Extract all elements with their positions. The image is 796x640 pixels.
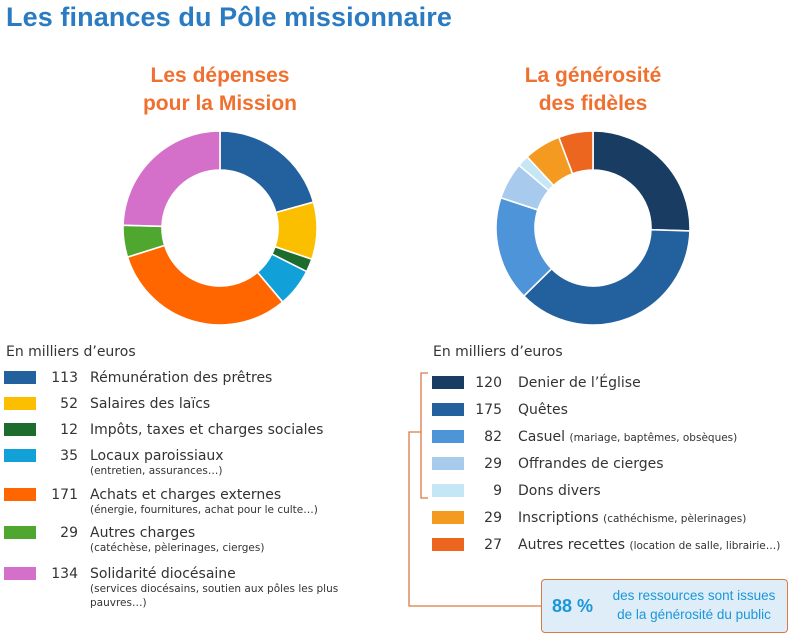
legend-label-group: Locaux paroissiaux (entretien, assurances… bbox=[90, 448, 224, 478]
legend-sublabel: (cathéchisme, pèlerinages) bbox=[603, 513, 747, 525]
callout-line-1: des ressources sont issues bbox=[612, 588, 776, 603]
legend-label: Rémunération des prêtres bbox=[90, 370, 273, 386]
legend-sublabel: (entretien, assurances…) bbox=[90, 465, 223, 477]
bracket-line bbox=[420, 372, 428, 499]
legend-swatch bbox=[432, 403, 464, 416]
expenses-chart-title: Les dépenses pour la Mission bbox=[120, 62, 320, 118]
legend-label: Quêtes bbox=[518, 402, 568, 418]
legend-value: 113 bbox=[51, 370, 78, 386]
legend-label-group: Salaires des laïcs bbox=[90, 396, 210, 412]
legend-value: 9 bbox=[493, 483, 502, 499]
legend-label: Denier de l’Église bbox=[518, 375, 641, 391]
legend-label: Offrandes de cierges bbox=[518, 456, 664, 472]
legend-value: 12 bbox=[60, 422, 78, 438]
generosity-unit-label: En milliers d’euros bbox=[433, 344, 563, 360]
legend-sublabel: (services diocésains, soutien aux pôles … bbox=[90, 583, 339, 609]
legend-value: 29 bbox=[60, 525, 78, 541]
donut-slice-quetes bbox=[522, 228, 691, 326]
legend-swatch bbox=[432, 484, 464, 497]
legend-sublabel: (catéchèse, pèlerinages, cierges) bbox=[90, 542, 265, 554]
generosity-callout: 88 % des ressources sont issues de la gé… bbox=[541, 579, 788, 633]
legend-swatch bbox=[4, 371, 36, 384]
legend-swatch bbox=[4, 488, 36, 501]
legend-value: 29 bbox=[484, 510, 502, 526]
generosity-title-line-2: des fidèles bbox=[538, 92, 648, 115]
donut-slice-achats-et-charges-externes bbox=[126, 244, 284, 326]
legend-value: 175 bbox=[475, 402, 502, 418]
donut-slice-denier-de-l-eglise bbox=[592, 130, 691, 232]
legend-sublabel: (énergie, fournitures, achat pour le cul… bbox=[90, 504, 318, 516]
donut-slice-remuneration-des-pretres bbox=[219, 130, 315, 214]
legend-label: Achats et charges externes bbox=[90, 487, 282, 503]
legend-label-group: Impôts, taxes et charges sociales bbox=[90, 422, 323, 438]
legend-label-group: Offrandes de cierges bbox=[518, 456, 664, 472]
legend-swatch bbox=[4, 567, 36, 580]
legend-value: 27 bbox=[484, 537, 502, 553]
legend-swatch bbox=[4, 423, 36, 436]
expenses-unit-label: En milliers d’euros bbox=[6, 344, 136, 360]
legend-label-group: Rémunération des prêtres bbox=[90, 370, 272, 386]
legend-label: Impôts, taxes et charges sociales bbox=[90, 422, 324, 438]
expenses-donut-chart bbox=[122, 130, 318, 326]
legend-swatch bbox=[432, 511, 464, 524]
legend-value: 120 bbox=[475, 375, 502, 391]
legend-sublabel: (mariage, baptêmes, obsèques) bbox=[569, 432, 738, 444]
legend-label: Autres recettes bbox=[518, 537, 626, 553]
legend-value: 35 bbox=[60, 448, 78, 464]
legend-label: Salaires des laïcs bbox=[90, 396, 211, 412]
generosity-chart-title: La générosité des fidèles bbox=[493, 62, 693, 118]
legend-label: Casuel bbox=[518, 429, 566, 445]
legend-swatch bbox=[432, 430, 464, 443]
legend-label-group: Inscriptions (cathéchisme, pèlerinages) bbox=[518, 510, 746, 526]
legend-swatch bbox=[432, 538, 464, 551]
legend-label: Solidarité diocésaine bbox=[90, 566, 236, 582]
legend-label: Locaux paroissiaux bbox=[90, 448, 224, 464]
legend-label: Inscriptions bbox=[518, 510, 599, 526]
callout-line-2: de la générosité du public bbox=[617, 607, 771, 622]
legend-value: 134 bbox=[51, 566, 78, 582]
legend-label: Dons divers bbox=[518, 483, 601, 499]
legend-value: 29 bbox=[484, 456, 502, 472]
callout-text: des ressources sont issues de la généros… bbox=[604, 586, 784, 624]
legend-sublabel: (location de salle, librairie…) bbox=[629, 540, 781, 552]
legend-label: Autres charges bbox=[90, 525, 196, 541]
legend-value: 52 bbox=[60, 396, 78, 412]
page-title: Les finances du Pôle missionnaire bbox=[6, 2, 452, 32]
legend-label-group: Achats et charges externes (énergie, four… bbox=[90, 487, 318, 517]
callout-percent: 88 % bbox=[552, 596, 594, 616]
legend-swatch bbox=[432, 376, 464, 389]
legend-swatch bbox=[4, 397, 36, 410]
legend-label-group: Quêtes bbox=[518, 402, 568, 418]
legend-swatch bbox=[432, 457, 464, 470]
legend-value: 82 bbox=[484, 429, 502, 445]
legend-value: 171 bbox=[51, 487, 78, 503]
expenses-title-line-2: pour la Mission bbox=[142, 92, 297, 115]
legend-label-group: Denier de l’Église bbox=[518, 375, 641, 391]
generosity-donut-chart bbox=[495, 130, 691, 326]
legend-label-group: Dons divers bbox=[518, 483, 601, 499]
legend-label-group: Autres charges (catéchèse, pèlerinages, c… bbox=[90, 525, 264, 555]
donut-slice-autres-recettes bbox=[557, 130, 594, 175]
donut-slice-solidarite-diocesaine bbox=[122, 130, 221, 228]
generosity-title-line-1: La générosité bbox=[524, 64, 662, 87]
expenses-title-line-1: Les dépenses bbox=[150, 64, 290, 87]
legend-swatch bbox=[4, 449, 36, 462]
legend-label-group: Solidarité diocésaine (services diocésain… bbox=[90, 566, 370, 610]
legend-swatch bbox=[4, 526, 36, 539]
legend-label-group: Autres recettes (location de salle, libr… bbox=[518, 537, 780, 553]
legend-label-group: Casuel (mariage, baptêmes, obsèques) bbox=[518, 429, 737, 445]
